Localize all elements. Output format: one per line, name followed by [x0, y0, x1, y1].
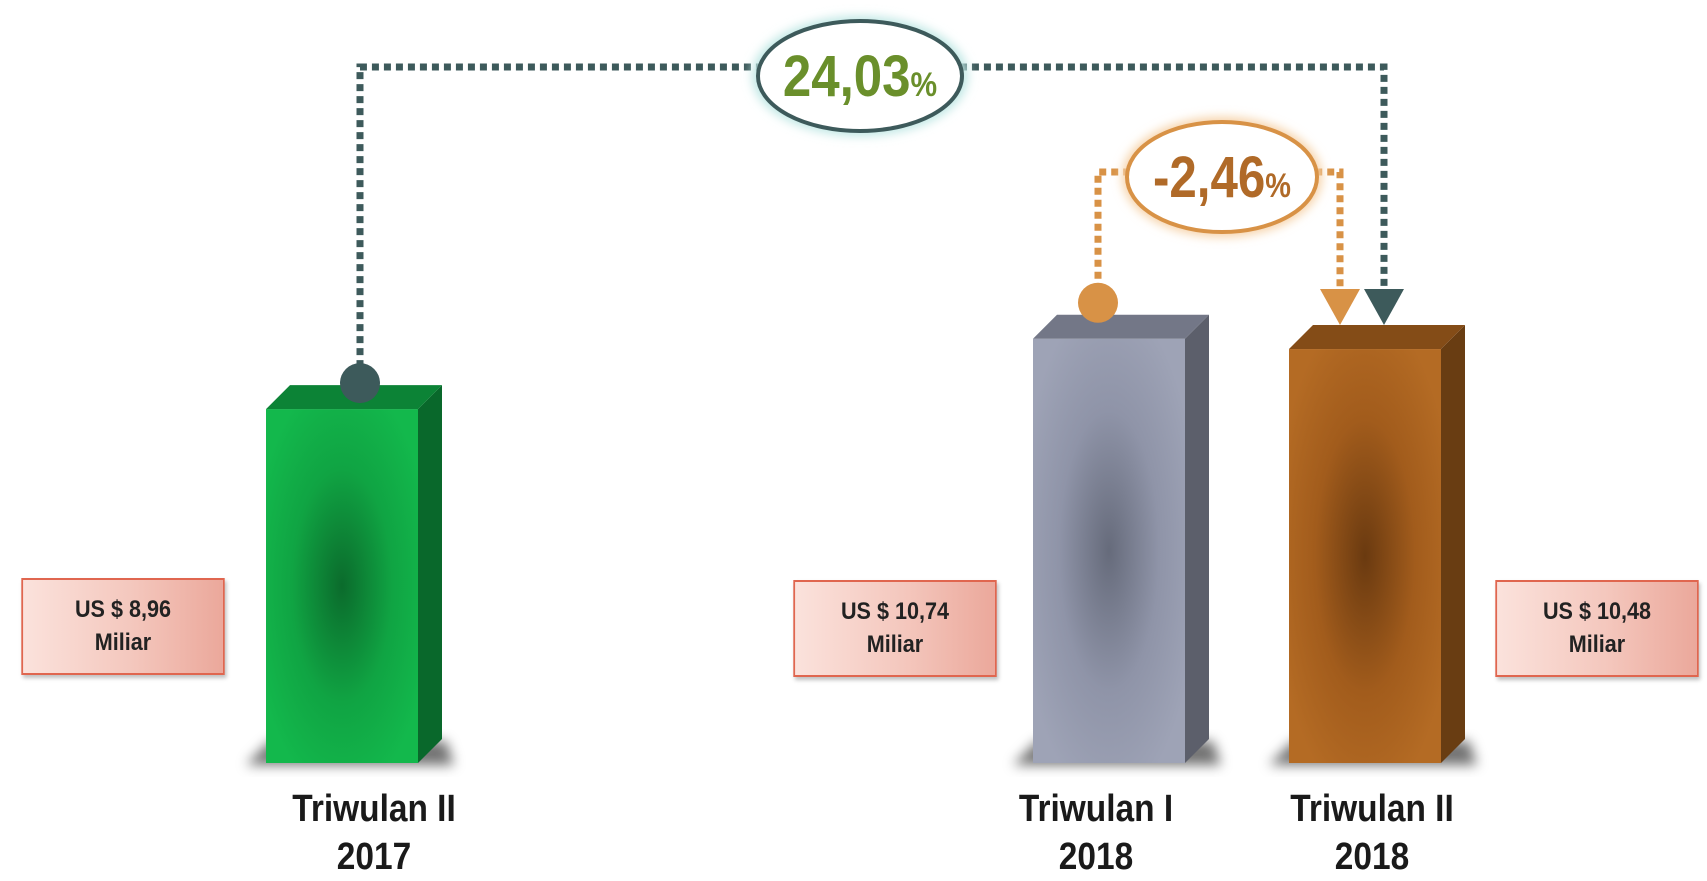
category-label-line2: 2017 [260, 834, 489, 881]
value-label-amount: US $ 10,74 [841, 596, 949, 628]
category-label-line2: 2018 [982, 834, 1211, 881]
value-label-unit: Miliar [1569, 629, 1625, 661]
value-label-amount: US $ 10,48 [1543, 596, 1651, 628]
bar-side [418, 385, 442, 763]
bar-top [1033, 315, 1209, 339]
bar-1 [1013, 315, 1221, 765]
bar-front [1033, 339, 1185, 763]
category-label-line2: 2018 [1258, 834, 1487, 881]
value-label-unit: Miliar [95, 627, 151, 659]
bar-top [1289, 325, 1465, 349]
bar-side [1441, 325, 1465, 763]
bar-front [1289, 349, 1441, 763]
category-label-line1: Triwulan I [982, 786, 1211, 834]
bar-side [1185, 315, 1209, 763]
category-label-line1: Triwulan II [1258, 786, 1487, 834]
value-label-amount: US $ 8,96 [75, 594, 171, 626]
bar-front [266, 409, 418, 763]
connector-arrowhead [1320, 289, 1360, 325]
change-value: 24,03 [783, 44, 911, 109]
category-label-line1: Triwulan II [260, 786, 489, 834]
bar-2 [1269, 325, 1477, 765]
bar-0 [246, 385, 454, 765]
value-label-unit: Miliar [867, 629, 923, 661]
change-unit: % [911, 65, 938, 103]
connector-start-dot [340, 363, 380, 403]
connector-start-dot [1078, 283, 1118, 323]
connector-arrowhead [1364, 289, 1404, 325]
connector-qoq-change: -2,46% [1078, 117, 1360, 325]
change-value: -2,46 [1153, 145, 1265, 210]
change-unit: % [1265, 166, 1291, 205]
